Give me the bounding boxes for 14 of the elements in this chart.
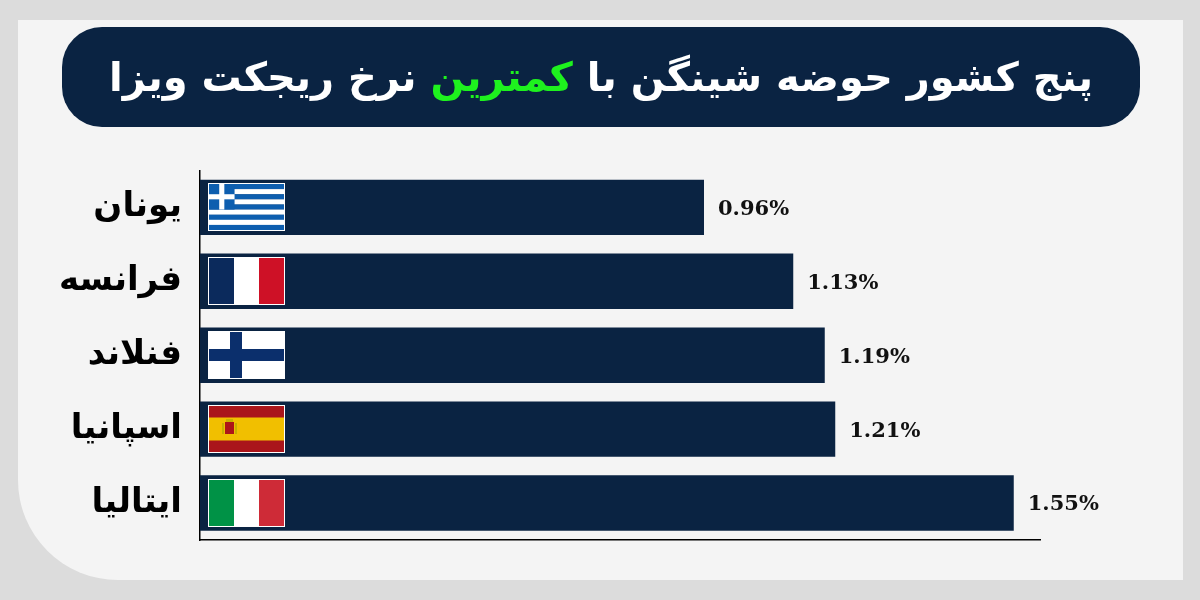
data-label: 1.19% [838,342,910,368]
data-label: 0.96% [718,194,790,220]
data-label: 1.21% [849,416,921,442]
y-tick-label: یونان [93,184,182,226]
y-tick-label: فنلاند [87,332,182,373]
data-label: 1.13% [807,268,879,294]
data-label: 1.55% [1027,490,1099,516]
bar [200,401,836,457]
bar [200,475,1014,531]
y-tick-label: فرانسه [58,258,182,300]
bar [200,327,825,383]
y-tick-label: ایتالیا [91,479,182,520]
y-tick-label: اسپانیا [70,405,182,447]
chart-title: پنج کشور حوضه شینگن با کمترین نرخ ریجکت ویزا [109,54,1093,100]
